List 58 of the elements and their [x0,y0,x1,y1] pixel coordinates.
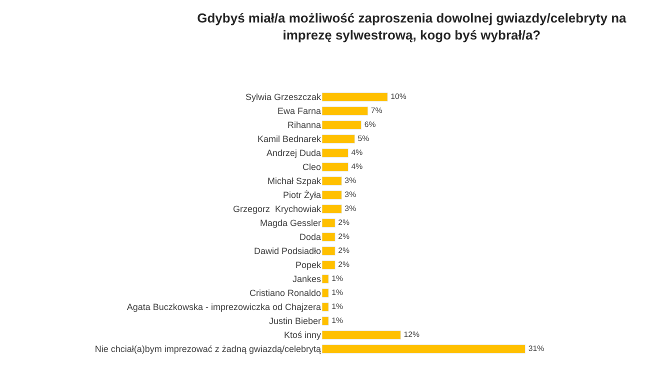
y-tick-label: Doda [299,232,321,242]
bar [322,162,348,172]
y-tick-label: Rihanna [287,120,321,130]
bar [322,120,362,130]
y-tick-label: Ewa Farna [277,106,321,116]
chart-title: Gdybyś miał/a możliwość zaproszenia dowolnej gwiazdy/celebryty na imprezę sylwestrową, kogo byś wybrał/a? [197,10,628,42]
y-tick-label: Cristiano Ronaldo [249,288,321,298]
y-tick-label: Michał Szpak [267,176,322,186]
bar [322,134,356,144]
y-tick-label: Grzegorz Krychowiak [232,204,322,214]
bar [322,92,388,102]
data-label: 3% [344,190,356,199]
data-label: 31% [528,344,544,353]
bar [322,148,348,158]
data-label: 1% [332,274,343,283]
bar [322,232,336,242]
y-tick-label: Kamil Bednarek [257,134,322,144]
y-tick-label: Magda Gessler [260,218,321,228]
y-tick-label: Ktoś inny [284,330,322,340]
bar [322,218,336,228]
data-label: 5% [358,134,370,143]
data-label: 3% [344,204,356,213]
bar [322,204,342,214]
bar [322,260,336,270]
bar [322,302,329,312]
y-tick-label: Justin Bieber [268,316,321,326]
bar [322,176,342,186]
bar [322,330,401,340]
data-label: 3% [344,176,356,185]
bar [322,288,329,298]
y-tick-label: Cleo [302,162,321,172]
y-tick-label: Piotr Żyła [282,190,321,200]
data-label: 1% [332,316,343,325]
bar [322,106,368,116]
y-tick-label: Sylwia Grzeszczak [245,92,322,102]
y-tick-label: Jankes [292,274,322,284]
data-label: 6% [364,120,376,129]
y-tick-label: Nie chciał(a)bym imprezować z żadną gwiazdą/celebrytą [94,344,321,354]
data-label: 2% [338,232,350,241]
y-tick-label: Andrzej Duda [266,148,321,158]
y-tick-label: Agata Buczkowska - imprezowiczka od Chajzera [126,302,321,312]
data-label: 4% [351,148,363,157]
data-label: 10% [390,92,406,101]
bar [322,316,329,326]
data-label: 2% [338,246,350,255]
bar [322,344,526,354]
y-tick-label: Dawid Podsiadło [254,246,321,256]
data-label: 7% [370,106,382,115]
data-label: 12% [404,330,420,339]
bar [322,274,329,284]
y-tick-label: Popek [295,260,322,270]
data-label: 2% [338,260,350,269]
data-label: 2% [338,218,350,227]
data-label: 1% [332,302,343,311]
bar [322,190,342,200]
data-label: 4% [351,162,363,171]
bar [322,246,336,256]
data-label: 1% [332,288,343,297]
